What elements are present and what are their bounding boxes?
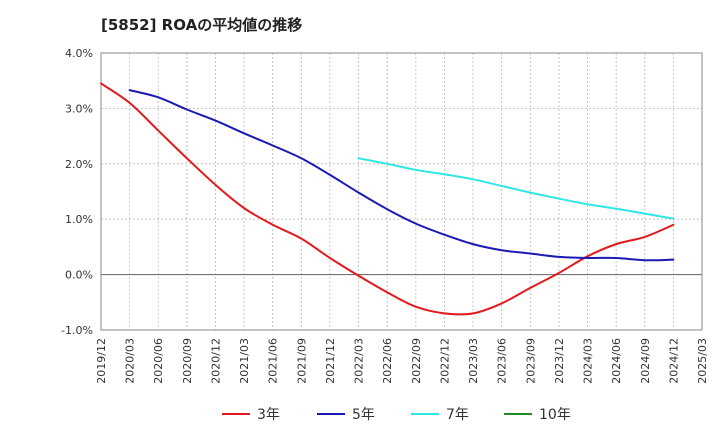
chart-title: [5852] ROAの平均値の推移	[101, 16, 303, 34]
x-tick-label: 2023/03	[467, 338, 480, 384]
x-tick-label: 2023/06	[496, 338, 509, 384]
x-tick-label: 2024/03	[582, 338, 595, 384]
y-tick-label: -1.0%	[61, 324, 93, 337]
series-line-0	[100, 82, 675, 316]
legend-label-1: 5年	[352, 407, 375, 423]
x-tick-label: 2023/09	[524, 338, 537, 384]
legend: 3年 5年 7年 10年	[222, 407, 571, 423]
legend-label-3: 10年	[539, 407, 571, 423]
y-tick-label: 1.0%	[65, 213, 93, 226]
plot-frame	[100, 52, 703, 331]
y-tick-label: 4.0%	[65, 47, 93, 60]
x-tick-label: 2021/03	[238, 338, 251, 384]
series-lines	[100, 82, 675, 316]
x-tick-label: 2024/12	[667, 338, 680, 384]
x-tick-label: 2022/06	[381, 338, 394, 384]
x-tick-label: 2024/06	[610, 338, 623, 384]
x-tick-label: 2022/09	[410, 338, 423, 384]
legend-label-2: 7年	[446, 407, 469, 423]
y-tick-label: 0.0%	[65, 269, 93, 282]
x-tick-label: 2021/06	[267, 338, 280, 384]
tick-labels: -1.0% 0.0% 1.0% 2.0% 3.0% 4.0% 2019/12 2020/03 2…	[61, 47, 709, 384]
series-line-2	[357, 157, 675, 220]
y-tick-label: 2.0%	[65, 158, 93, 171]
x-tick-label: 2021/09	[295, 338, 308, 384]
x-tick-label: 2024/09	[639, 338, 652, 384]
y-tick-label: 3.0%	[65, 102, 93, 115]
x-tick-label: 2019/12	[95, 338, 108, 384]
axes	[100, 52, 703, 331]
x-tick-label: 2020/09	[181, 338, 194, 384]
series-line-1	[128, 89, 675, 262]
x-tick-label: 2022/03	[353, 338, 366, 384]
x-tick-label: 2020/06	[152, 338, 165, 384]
x-tick-label: 2023/12	[553, 338, 566, 384]
gridlines	[101, 52, 703, 331]
x-tick-label: 2020/03	[124, 338, 137, 384]
legend-label-0: 3年	[257, 407, 280, 423]
x-tick-label: 2022/12	[438, 338, 451, 384]
x-tick-label: 2020/12	[209, 338, 222, 384]
x-tick-label: 2025/03	[696, 338, 709, 384]
x-tick-label: 2021/12	[324, 338, 337, 384]
